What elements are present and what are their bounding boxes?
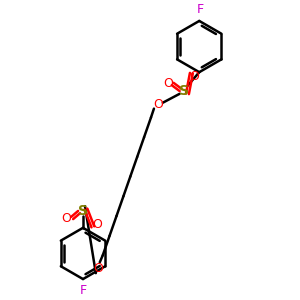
Text: S: S [179,84,190,98]
Text: O: O [189,70,199,83]
Text: F: F [197,3,204,16]
Text: F: F [80,284,87,297]
Text: O: O [153,98,163,111]
Text: S: S [78,204,88,218]
Text: O: O [163,76,173,89]
Text: O: O [92,218,102,231]
Text: O: O [61,212,71,226]
Text: O: O [93,262,103,275]
